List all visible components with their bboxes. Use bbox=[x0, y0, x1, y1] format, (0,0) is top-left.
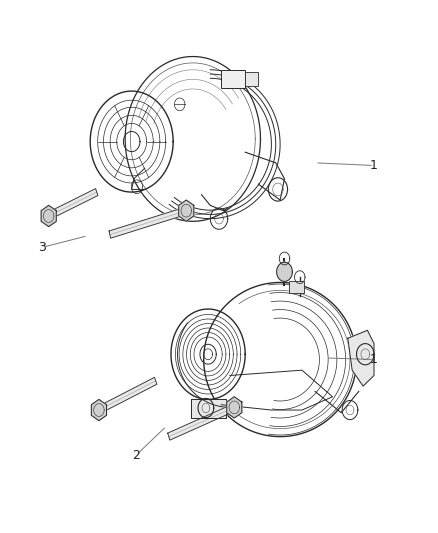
Text: 1: 1 bbox=[370, 159, 378, 172]
Polygon shape bbox=[48, 189, 98, 220]
Polygon shape bbox=[109, 207, 187, 238]
Polygon shape bbox=[348, 330, 374, 386]
Polygon shape bbox=[98, 377, 157, 414]
Polygon shape bbox=[168, 404, 235, 440]
Polygon shape bbox=[227, 397, 242, 418]
Polygon shape bbox=[277, 262, 292, 281]
Bar bbox=[289, 281, 304, 293]
Text: 3: 3 bbox=[38, 241, 46, 254]
Polygon shape bbox=[191, 399, 226, 418]
Text: 2: 2 bbox=[132, 449, 140, 462]
Bar bbox=[245, 72, 258, 86]
Polygon shape bbox=[179, 200, 194, 221]
Text: 1: 1 bbox=[370, 353, 378, 366]
Polygon shape bbox=[92, 399, 106, 421]
Polygon shape bbox=[41, 205, 57, 227]
Bar bbox=[221, 70, 245, 88]
